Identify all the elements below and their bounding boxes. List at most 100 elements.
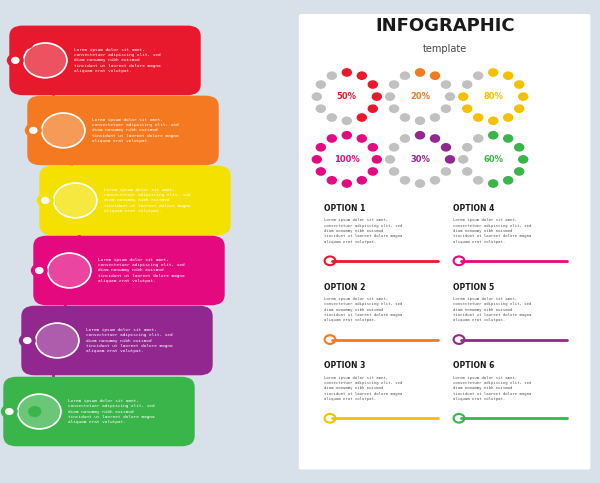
Circle shape — [515, 168, 524, 175]
Circle shape — [401, 135, 409, 142]
Circle shape — [342, 117, 351, 125]
Circle shape — [504, 114, 513, 121]
Circle shape — [316, 168, 325, 175]
Text: OPTION 6: OPTION 6 — [453, 361, 494, 370]
Text: Lorem ipsum dolor sit amet,
consectetuer adipiscing elit, sed
diam nonummy nibh : Lorem ipsum dolor sit amet, consectetuer… — [104, 188, 191, 213]
Circle shape — [415, 69, 425, 76]
Circle shape — [431, 114, 439, 121]
Circle shape — [328, 114, 336, 121]
Circle shape — [519, 156, 528, 163]
Circle shape — [25, 124, 41, 137]
Circle shape — [515, 144, 524, 151]
Circle shape — [358, 72, 366, 79]
Circle shape — [368, 81, 377, 88]
Circle shape — [385, 93, 395, 100]
Circle shape — [7, 54, 23, 67]
Circle shape — [442, 168, 451, 175]
Circle shape — [445, 156, 455, 163]
Circle shape — [401, 72, 409, 79]
Circle shape — [19, 334, 35, 347]
FancyBboxPatch shape — [22, 306, 212, 375]
FancyBboxPatch shape — [3, 377, 195, 446]
Circle shape — [358, 177, 366, 184]
Circle shape — [37, 194, 53, 207]
Circle shape — [358, 135, 366, 142]
Text: Lorem ipsum dolor sit amet,
consectetuer adipiscing elit, sed
diam nonummy nibh : Lorem ipsum dolor sit amet, consectetuer… — [324, 218, 403, 244]
Circle shape — [488, 180, 498, 187]
Circle shape — [23, 43, 67, 78]
Circle shape — [504, 72, 513, 79]
Circle shape — [389, 168, 398, 175]
Circle shape — [519, 93, 528, 100]
Circle shape — [401, 177, 409, 184]
Circle shape — [463, 144, 472, 151]
Circle shape — [18, 394, 61, 429]
Text: Lorem ipsum dolor sit amet,
consectetuer adipiscing elit, sed
diam nonummy nibh : Lorem ipsum dolor sit amet, consectetuer… — [453, 297, 532, 323]
Circle shape — [368, 168, 377, 175]
FancyBboxPatch shape — [27, 96, 218, 165]
Circle shape — [442, 144, 451, 151]
Text: OPTION 1: OPTION 1 — [324, 204, 365, 213]
Circle shape — [328, 135, 336, 142]
Circle shape — [488, 131, 498, 139]
Circle shape — [21, 39, 33, 48]
Text: Lorem ipsum dolor sit amet,
consectetuer adipiscing elit, sed
diam nonummy nibh : Lorem ipsum dolor sit amet, consectetuer… — [98, 258, 185, 283]
Text: Lorem ipsum dolor sit amet,
consectetuer adipiscing elit, sed
diam nonummy nibh : Lorem ipsum dolor sit amet, consectetuer… — [324, 297, 403, 323]
Circle shape — [24, 338, 31, 343]
Circle shape — [463, 105, 472, 112]
Circle shape — [35, 268, 43, 273]
Circle shape — [458, 156, 468, 163]
FancyBboxPatch shape — [33, 236, 224, 305]
Circle shape — [368, 105, 377, 112]
Text: 30%: 30% — [410, 155, 430, 164]
Text: Lorem ipsum dolor sit amet,
consectetuer adipiscing elit, sed
diam nonummy nibh : Lorem ipsum dolor sit amet, consectetuer… — [324, 376, 403, 401]
Circle shape — [342, 180, 351, 187]
Text: 100%: 100% — [334, 155, 359, 164]
Circle shape — [372, 93, 382, 100]
Text: 80%: 80% — [483, 92, 503, 101]
Circle shape — [358, 114, 366, 121]
Circle shape — [48, 253, 91, 288]
Text: Lorem ipsum dolor sit amet,
consectetuer adipiscing elit, sed
diam nonummy nibh : Lorem ipsum dolor sit amet, consectetuer… — [92, 118, 179, 143]
FancyBboxPatch shape — [299, 14, 590, 469]
Text: 20%: 20% — [410, 92, 430, 101]
Circle shape — [488, 69, 498, 76]
Circle shape — [504, 177, 513, 184]
Circle shape — [463, 81, 472, 88]
Circle shape — [515, 81, 524, 88]
Circle shape — [342, 131, 351, 139]
Text: OPTION 5: OPTION 5 — [453, 283, 494, 292]
Circle shape — [1, 405, 17, 418]
Text: Lorem ipsum dolor sit amet,
consectetuer adipiscing elit, sed
diam nonummy nibh : Lorem ipsum dolor sit amet, consectetuer… — [86, 328, 173, 353]
Circle shape — [389, 105, 398, 112]
Circle shape — [5, 409, 13, 414]
Circle shape — [463, 168, 472, 175]
Text: INFOGRAPHIC: INFOGRAPHIC — [376, 17, 515, 35]
Text: Lorem ipsum dolor sit amet,
consectetuer adipiscing elit, sed
diam nonummy nibh : Lorem ipsum dolor sit amet, consectetuer… — [74, 48, 161, 73]
Circle shape — [312, 156, 322, 163]
Circle shape — [312, 93, 322, 100]
Circle shape — [458, 93, 468, 100]
Circle shape — [31, 264, 47, 277]
Circle shape — [415, 117, 425, 125]
Circle shape — [316, 81, 325, 88]
Circle shape — [474, 114, 482, 121]
Circle shape — [328, 177, 336, 184]
Circle shape — [488, 117, 498, 125]
Text: template: template — [423, 44, 467, 55]
Circle shape — [316, 105, 325, 112]
Circle shape — [385, 156, 395, 163]
Circle shape — [515, 105, 524, 112]
Text: Lorem ipsum dolor sit amet,
consectetuer adipiscing elit, sed
diam nonummy nibh : Lorem ipsum dolor sit amet, consectetuer… — [453, 218, 532, 244]
Circle shape — [442, 81, 451, 88]
Circle shape — [415, 131, 425, 139]
Circle shape — [29, 128, 37, 133]
Circle shape — [54, 183, 97, 218]
Circle shape — [442, 105, 451, 112]
Circle shape — [431, 135, 439, 142]
Circle shape — [372, 156, 382, 163]
Circle shape — [342, 69, 351, 76]
FancyBboxPatch shape — [9, 26, 200, 95]
Circle shape — [504, 135, 513, 142]
Text: OPTION 2: OPTION 2 — [324, 283, 365, 292]
